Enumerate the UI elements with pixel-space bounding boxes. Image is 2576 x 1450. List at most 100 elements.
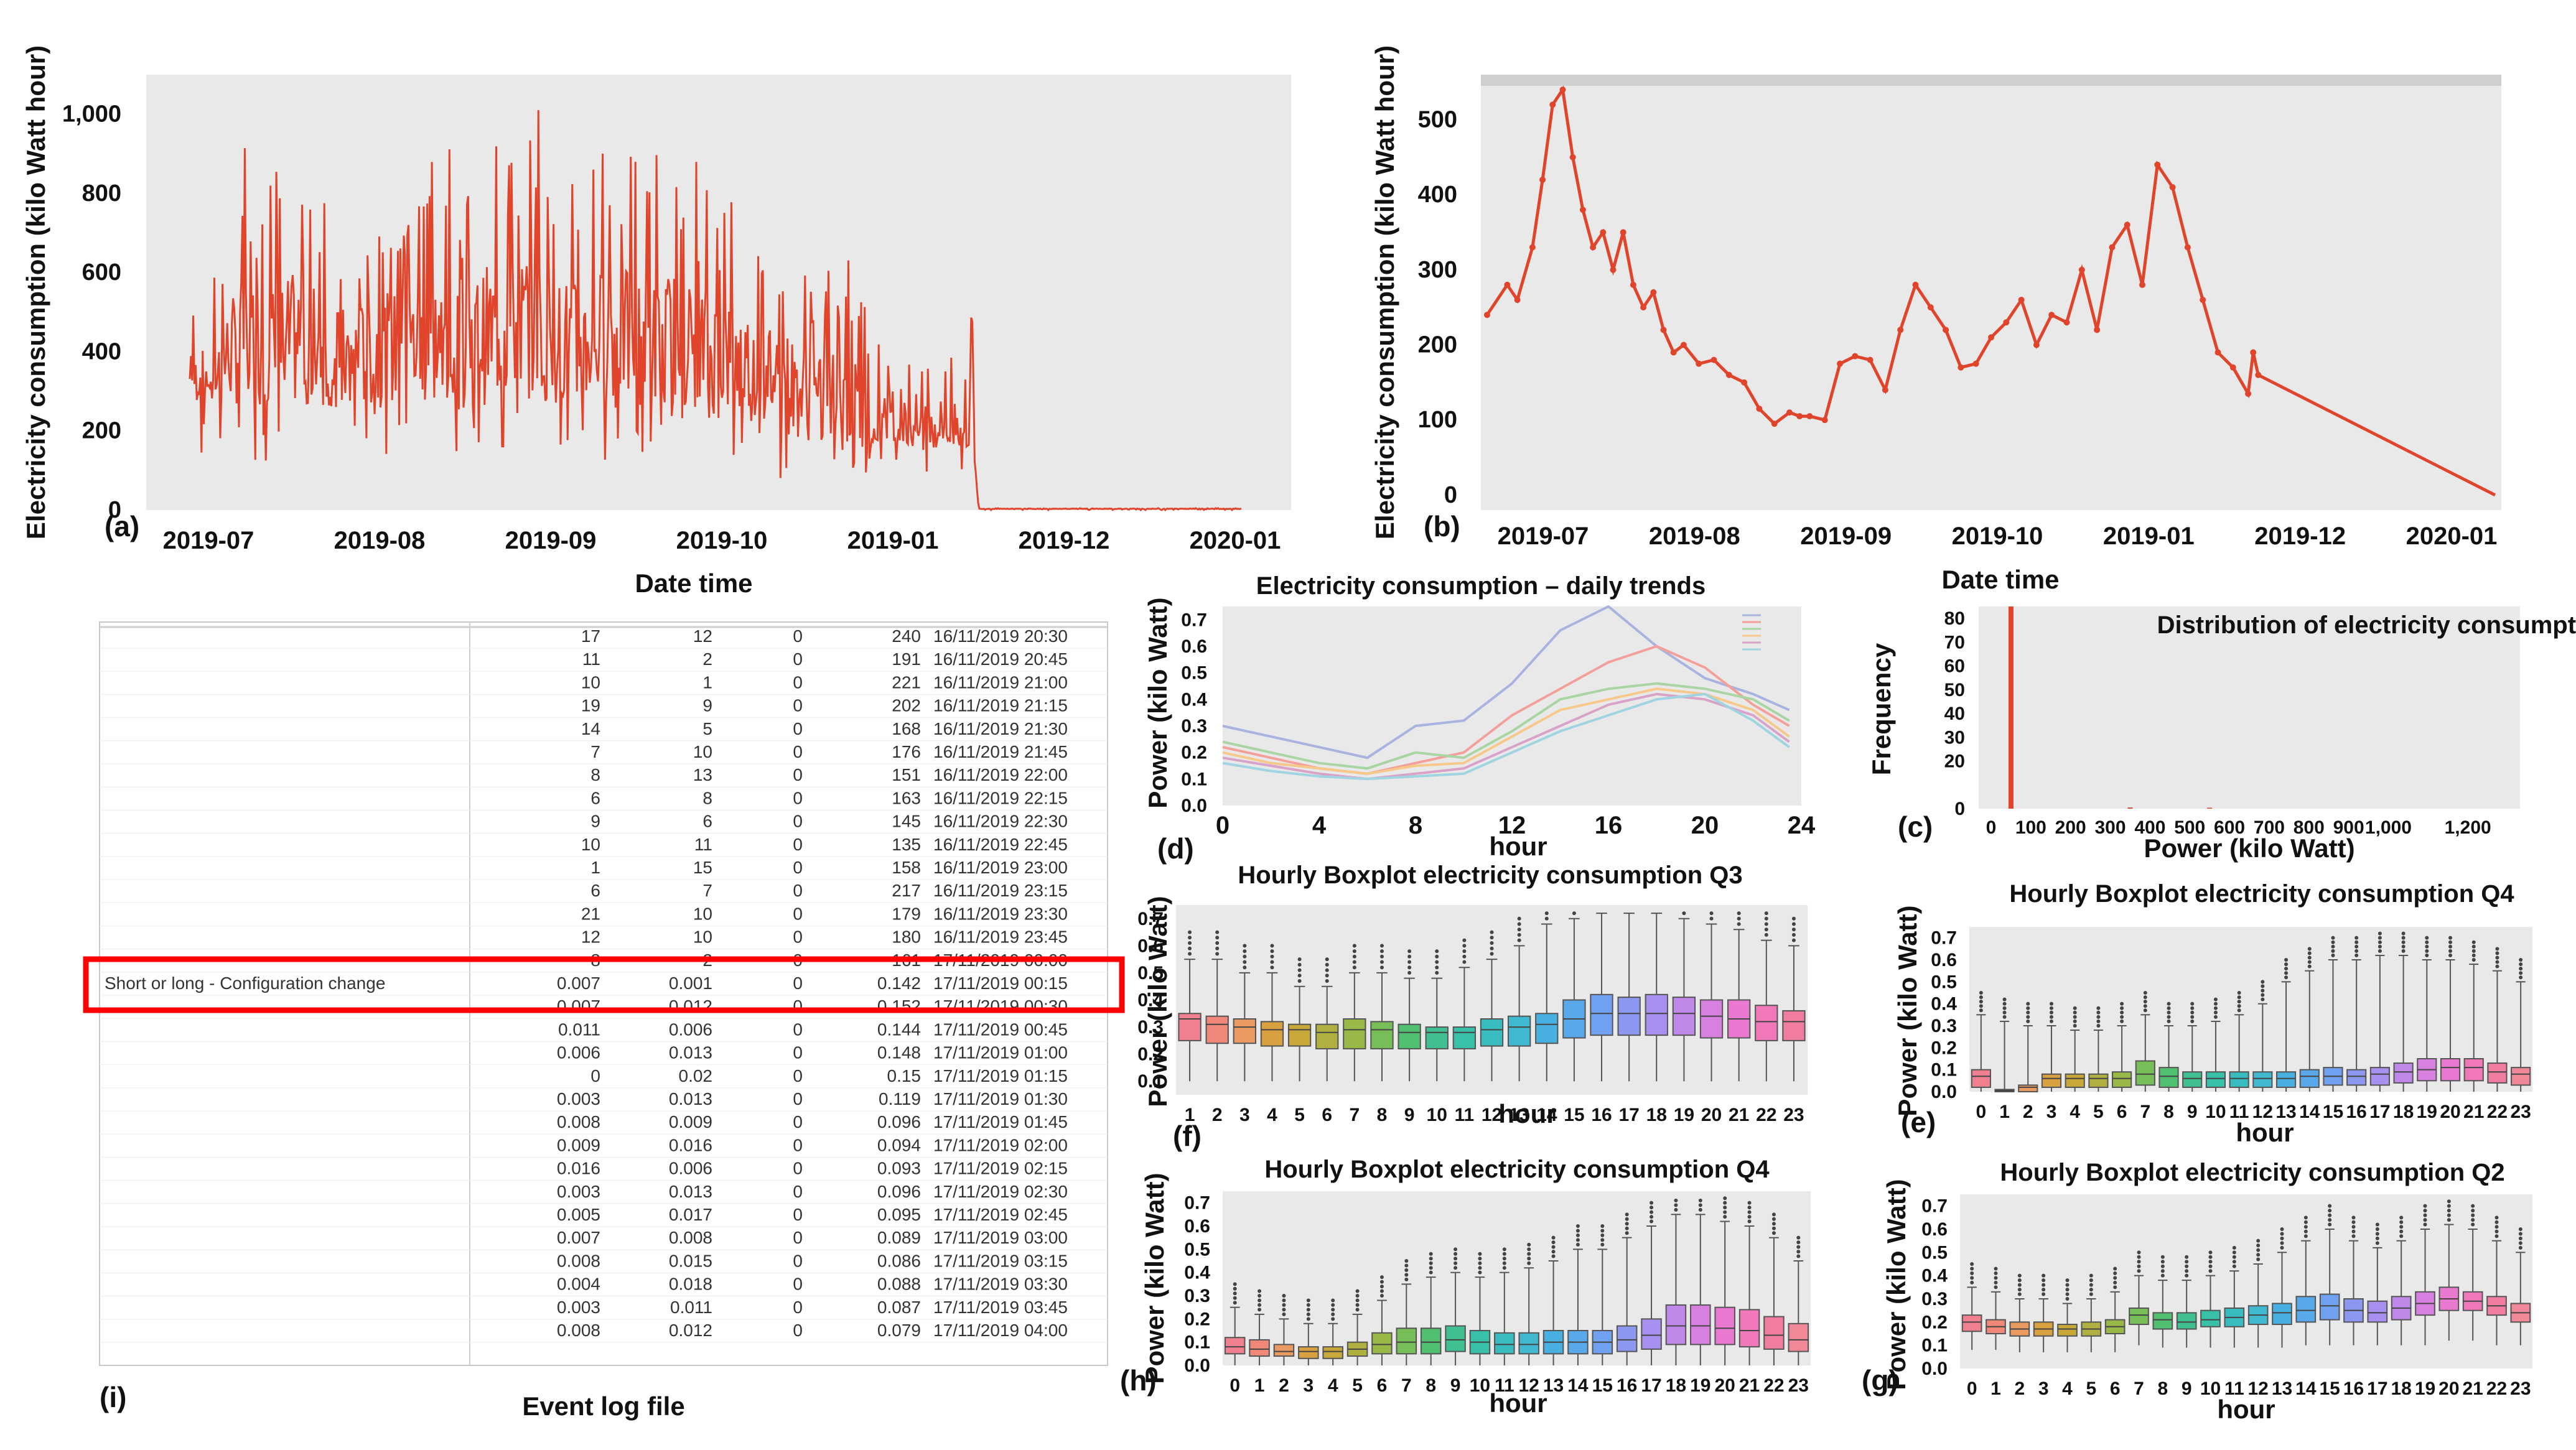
x-tick-label: 500: [2174, 817, 2205, 838]
outlier-point: [1723, 1206, 1727, 1210]
outlier-point: [2113, 1266, 2117, 1271]
outlier-point: [1979, 1008, 1983, 1013]
data-point: [1630, 281, 1636, 288]
x-tick-label: 7: [2134, 1378, 2144, 1399]
outlier-point: [2471, 958, 2476, 962]
outlier-point: [1575, 1233, 1580, 1237]
log-cell-timestamp: 16/11/2019 23:45: [933, 927, 1068, 947]
outlier-point: [2065, 1297, 2070, 1301]
box-iqr: [1420, 1327, 1442, 1355]
x-axis-label: hour: [1498, 1099, 1556, 1128]
y-tick-label: 0.3: [1931, 1016, 1957, 1036]
outlier-point: [1331, 1308, 1335, 1312]
y-tick-label: 0.1: [1181, 769, 1207, 789]
log-cell-c3: 0: [793, 835, 803, 854]
log-cell-c1: 17: [581, 626, 600, 646]
outlier-point: [2073, 1024, 2077, 1028]
log-cell-c2: 10: [693, 927, 712, 947]
log-cell-c3: 0: [793, 1043, 803, 1062]
box-iqr: [2393, 1062, 2414, 1084]
outlier-point: [2328, 1222, 2332, 1227]
y-tick-label: 0.5: [1931, 972, 1957, 992]
data-point: [1569, 154, 1576, 160]
x-tick-label: 23: [2510, 1378, 2531, 1399]
outlier-point: [2143, 1004, 2147, 1008]
outlier-point: [2303, 1215, 2308, 1220]
box-iqr: [1233, 1018, 1256, 1044]
outlier-point: [1764, 911, 1768, 916]
outlier-point: [2261, 984, 2265, 988]
outlier-point: [2423, 1204, 2427, 1208]
outlier-point: [1791, 922, 1796, 926]
log-cell-c2: 10: [693, 904, 712, 923]
outlier-point: [1674, 1203, 1678, 1207]
log-cell-c3: 0: [793, 626, 803, 646]
outlier-point: [1747, 1206, 1752, 1210]
outlier-point: [1188, 930, 1192, 934]
log-cell-c1: 7: [590, 742, 600, 761]
outlier-point: [2232, 1264, 2236, 1268]
outlier-point: [1188, 941, 1192, 945]
outlier-point: [1478, 1266, 1482, 1270]
log-frame: [99, 621, 1108, 1366]
outlier-point: [1650, 1201, 1654, 1205]
outlier-point: [2425, 940, 2429, 944]
outlier-point: [2284, 962, 2289, 967]
outlier-point: [1791, 916, 1796, 921]
outlier-point: [1379, 1285, 1384, 1289]
outlier-point: [2089, 1278, 2093, 1283]
outlier-point: [1796, 1250, 1801, 1254]
outlier-point: [2494, 1215, 2499, 1220]
box-iqr: [1641, 1318, 1662, 1350]
outlier-point: [2399, 1220, 2404, 1224]
log-cell-timestamp: 17/11/2019 03:30: [933, 1275, 1068, 1294]
x-tick-label: 2019-09: [1800, 523, 1892, 550]
log-cell-c1: 0.007: [557, 974, 600, 993]
x-tick-label: 19: [1690, 1375, 1710, 1396]
x-tick-label: 3: [1303, 1375, 1314, 1396]
outlier-point: [2026, 1002, 2030, 1006]
x-tick-label: 3: [1239, 1105, 1250, 1125]
panel-label: (c): [1898, 811, 1933, 843]
log-cell-c4: 0.096: [877, 1112, 921, 1132]
outlier-point: [2471, 949, 2476, 953]
data-point: [1600, 229, 1607, 236]
log-cell-c1: 10: [581, 835, 600, 854]
outlier-point: [2049, 1010, 2053, 1015]
box-iqr: [1445, 1325, 1466, 1352]
histogram-bar: [2207, 807, 2213, 809]
outlier-point: [1551, 1245, 1556, 1249]
data-point: [1640, 304, 1647, 311]
outlier-point: [1325, 962, 1329, 967]
box-iqr: [1425, 1026, 1449, 1049]
outlier-point: [1233, 1301, 1237, 1305]
y-tick-label: 0.0: [1181, 796, 1207, 816]
box-iqr: [1535, 1013, 1559, 1044]
outlier-point: [1462, 949, 1467, 954]
outlier-point: [2401, 940, 2406, 944]
outlier-point: [2208, 1269, 2213, 1273]
outlier-point: [2160, 1260, 2165, 1264]
outlier-point: [1791, 938, 1796, 942]
plot-background: [1969, 927, 2532, 1092]
outlier-point: [2208, 1260, 2213, 1264]
y-tick-label: 0.3: [1921, 1289, 1948, 1309]
outlier-point: [1407, 954, 1412, 959]
outlier-point: [2494, 1220, 2499, 1224]
chart-d-daily-trends: Electricity consumption – daily trends (d…: [1143, 572, 1816, 865]
log-cell-c3: 0: [793, 719, 803, 738]
box-iqr: [2299, 1069, 2320, 1088]
y-tick-label: 0.0: [1921, 1359, 1948, 1379]
y-tick-label: 0.4: [1137, 990, 1164, 1011]
outlier-point: [1233, 1291, 1237, 1296]
outlier-point: [1625, 1226, 1629, 1230]
outlier-point: [2261, 997, 2265, 1002]
outlier-point: [1435, 949, 1439, 954]
outlier-point: [2026, 1010, 2030, 1015]
outlier-point: [2519, 958, 2523, 962]
x-tick-label: 11: [2229, 1102, 2249, 1122]
log-cell-c3: 0: [793, 1066, 803, 1085]
y-axis-label: Power (kilo Watt): [1143, 896, 1172, 1107]
outlier-point: [2237, 1008, 2241, 1013]
log-cell-timestamp: 16/11/2019 23:30: [933, 904, 1068, 923]
